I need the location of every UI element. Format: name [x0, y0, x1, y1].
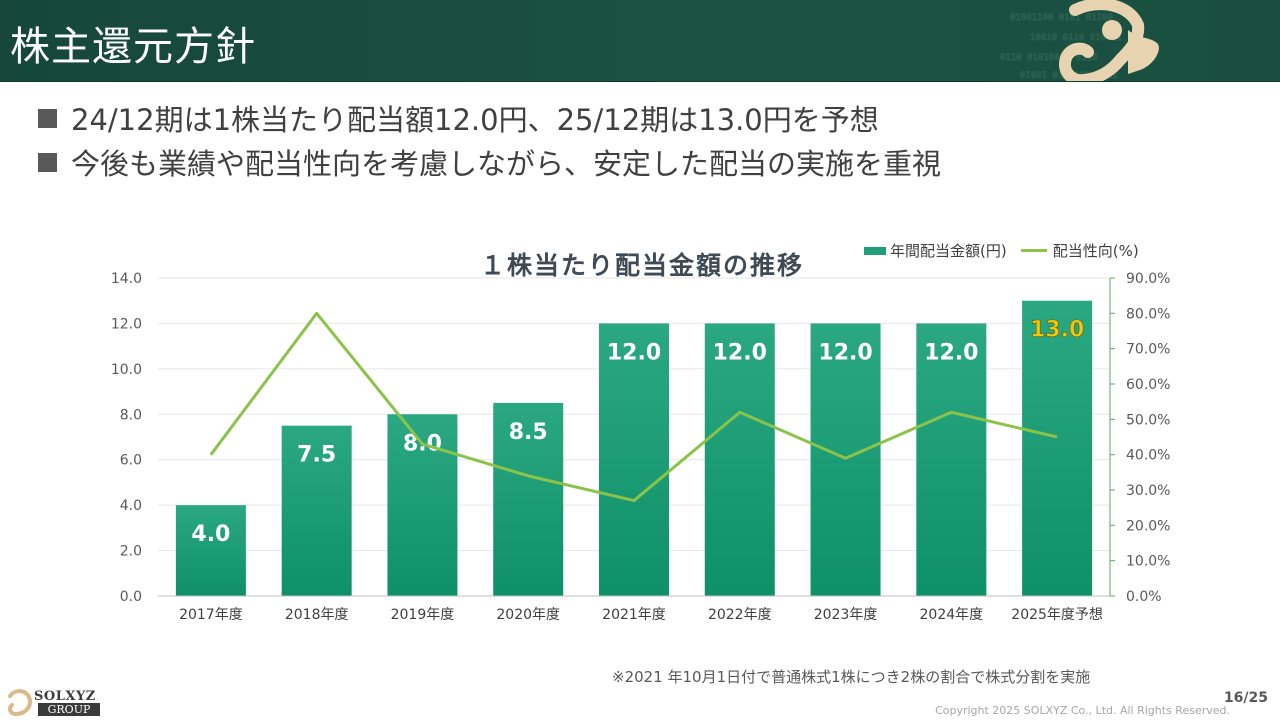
company-logo: SOLXYZ GROUP [4, 688, 104, 718]
svg-text:01001100 0101 01100: 01001100 0101 01100 [1010, 13, 1113, 23]
chart-title: １株当たり配当金額の推移 [480, 251, 805, 280]
y-left-tick-label: 4.0 [120, 498, 142, 514]
bar [916, 323, 987, 596]
header-bar: 株主還元方針 01001100 0101 01100 10010 0110 01… [0, 0, 1280, 82]
y-left-tick-label: 0.0 [120, 589, 142, 605]
legend-line-swatch [1020, 249, 1047, 252]
y-left-tick-label: 14.0 [111, 271, 142, 287]
x-category-label: 2019年度 [391, 607, 455, 623]
y-right-tick-label: 90.0% [1126, 271, 1170, 287]
bullet-text: 24/12期は1株当たり配当額12.0円、25/12期は13.0円を予想 [71, 103, 879, 137]
bar [175, 505, 246, 596]
legend-bar-swatch [864, 246, 886, 255]
y-right-tick-label: 40.0% [1126, 448, 1170, 464]
x-category-label: 2024年度 [920, 607, 984, 623]
y-left-tick-label: 2.0 [120, 544, 142, 560]
bar [704, 323, 775, 596]
bullet-text: 今後も業績や配当性向を考慮しながら、安定した配当の実施を重視 [71, 147, 942, 181]
bar-data-label: 12.0 [713, 340, 767, 365]
y-right-tick-label: 60.0% [1126, 377, 1170, 393]
bar-data-label: 7.5 [297, 443, 336, 468]
footnote: ※2021 年10月1日付で普通株式1株につき2株の割合で株式分割を実施 [612, 668, 1091, 686]
square-bullet-icon [38, 152, 57, 172]
legend-item-payout-ratio: 配当性向(%) [1020, 240, 1139, 261]
bullet-item: 今後も業績や配当性向を考慮しながら、安定した配当の実施を重視 [36, 140, 941, 184]
y-left-tick-label: 8.0 [120, 407, 142, 423]
y-right-tick-label: 10.0% [1126, 554, 1170, 570]
y-right-tick-label: 80.0% [1126, 306, 1170, 322]
svg-text:10010 0110 010011: 10010 0110 010011 [1030, 33, 1122, 43]
bar [493, 402, 564, 596]
x-category-label: 2017年度 [179, 607, 243, 623]
legend-item-dividend: 年間配当金額(円) [864, 240, 1007, 261]
x-category-label: 2021年度 [602, 607, 666, 623]
x-category-label: 2023年度 [814, 607, 878, 623]
bar-data-label: 12.0 [924, 340, 978, 365]
square-bullet-icon [38, 108, 57, 128]
page-number: 16/25 [1223, 690, 1268, 706]
bar-data-label: 4.0 [191, 522, 230, 547]
y-right-tick-label: 0.0% [1126, 589, 1162, 605]
bar [599, 323, 669, 596]
bar-data-label: 13.0 [1030, 318, 1084, 343]
x-category-label: 2020年度 [496, 607, 560, 623]
legend-label: 年間配当金額(円) [890, 242, 1007, 260]
bullet-item: 24/12期は1株当たり配当額12.0円、25/12期は13.0円を予想 [36, 96, 941, 140]
y-left-tick-label: 6.0 [120, 453, 142, 469]
bar [1022, 300, 1093, 596]
bar-data-label: 8.5 [509, 420, 548, 445]
x-category-label: 2018年度 [285, 607, 349, 623]
logo-name: SOLXYZ [34, 689, 96, 704]
y-right-tick-label: 30.0% [1126, 483, 1170, 499]
y-right-tick-label: 50.0% [1126, 412, 1170, 428]
bar [281, 425, 352, 596]
y-right-tick-label: 20.0% [1126, 518, 1170, 534]
x-category-label: 2025年度予想 [1011, 607, 1103, 623]
chart-legend: 年間配当金額(円) 配当性向(%) [864, 240, 1153, 261]
x-category-label: 2022年度 [708, 607, 772, 623]
y-left-tick-label: 10.0 [111, 362, 142, 378]
bar-data-label: 12.0 [818, 340, 872, 365]
y-left-tick-label: 12.0 [111, 316, 142, 332]
bullet-list: 24/12期は1株当たり配当額12.0円、25/12期は13.0円を予想 今後も… [36, 96, 941, 184]
logo-mark-icon [7, 689, 33, 717]
bar-data-label: 12.0 [607, 340, 661, 365]
svg-text:0110 01010011 0110: 0110 01010011 0110 [1000, 53, 1098, 63]
page-title: 株主還元方針 [10, 24, 256, 70]
logo-group: GROUP [38, 703, 100, 716]
legend-label: 配当性向(%) [1052, 242, 1139, 260]
bar [810, 323, 881, 596]
y-right-tick-label: 70.0% [1126, 342, 1170, 358]
copyright-text: Copyright 2025 SOLXYZ Co., Ltd. All Righ… [935, 704, 1230, 717]
header-decoration: 01001100 0101 01100 10010 0110 010011 01… [1000, 0, 1159, 81]
